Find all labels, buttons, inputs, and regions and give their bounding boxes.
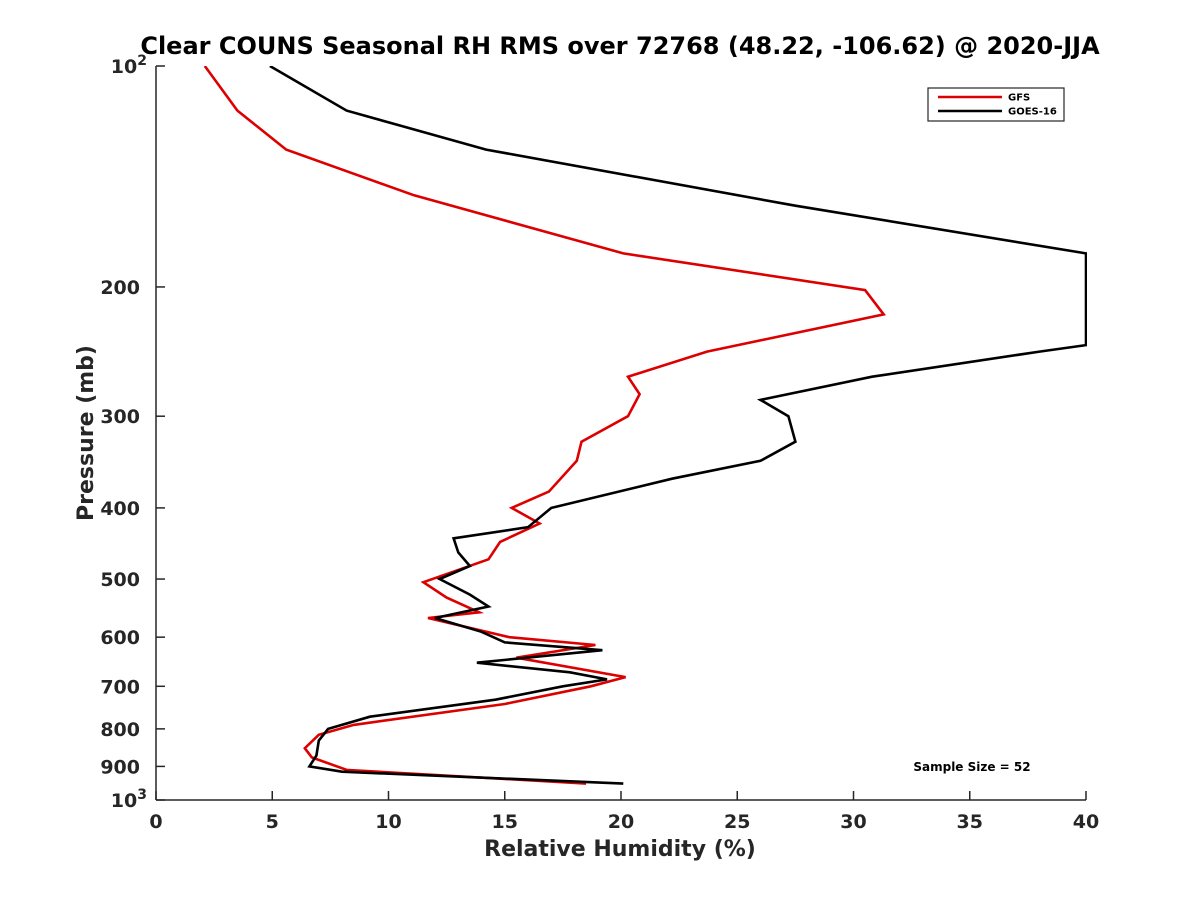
- y-tick-label: 500: [100, 569, 140, 591]
- x-tick-label: 10: [375, 811, 401, 833]
- x-tick-label: 20: [608, 811, 634, 833]
- x-tick-label: 35: [957, 811, 983, 833]
- legend-label-gfs: GFS: [1008, 93, 1030, 104]
- y-tick-label: 200: [100, 277, 140, 299]
- series-line-gfs: [203, 66, 886, 785]
- series-line-goes-16: [269, 66, 1087, 785]
- y-tick-label: 800: [100, 719, 140, 741]
- legend: GFS GOES-16: [927, 87, 1065, 122]
- x-tick-label: 5: [266, 811, 279, 833]
- series-layer: [203, 66, 1087, 785]
- y-tick-label: 600: [100, 627, 140, 649]
- y-tick-label: 300: [100, 406, 140, 428]
- x-tick-label: 25: [724, 811, 750, 833]
- plot-area: [156, 66, 1086, 800]
- y-tick-label: 102: [111, 53, 147, 78]
- y-tick-label: 103: [111, 787, 147, 812]
- y-tick-label: 400: [100, 498, 140, 520]
- x-axis-label: Relative Humidity (%): [484, 837, 756, 862]
- y-tick-label: 700: [100, 676, 140, 698]
- legend-box: [927, 87, 1065, 122]
- x-tick-label: 30: [840, 811, 866, 833]
- sample-size-annotation: Sample Size = 52: [913, 760, 1030, 774]
- x-tick-label: 40: [1073, 811, 1099, 833]
- y-ticks: 102 200 300 400 500 600 700 800 900 103: [100, 53, 165, 812]
- x-ticks: 0 5 10 15 20 25 30 35 40: [149, 791, 1099, 833]
- x-tick-label: 0: [149, 811, 162, 833]
- y-tick-label: 900: [100, 756, 140, 778]
- legend-label-goes-16: GOES-16: [1008, 107, 1057, 118]
- chart-title: Clear COUNS Seasonal RH RMS over 72768 (…: [140, 32, 1100, 60]
- x-tick-label: 15: [492, 811, 518, 833]
- y-axis-label: Pressure (mb): [74, 345, 99, 521]
